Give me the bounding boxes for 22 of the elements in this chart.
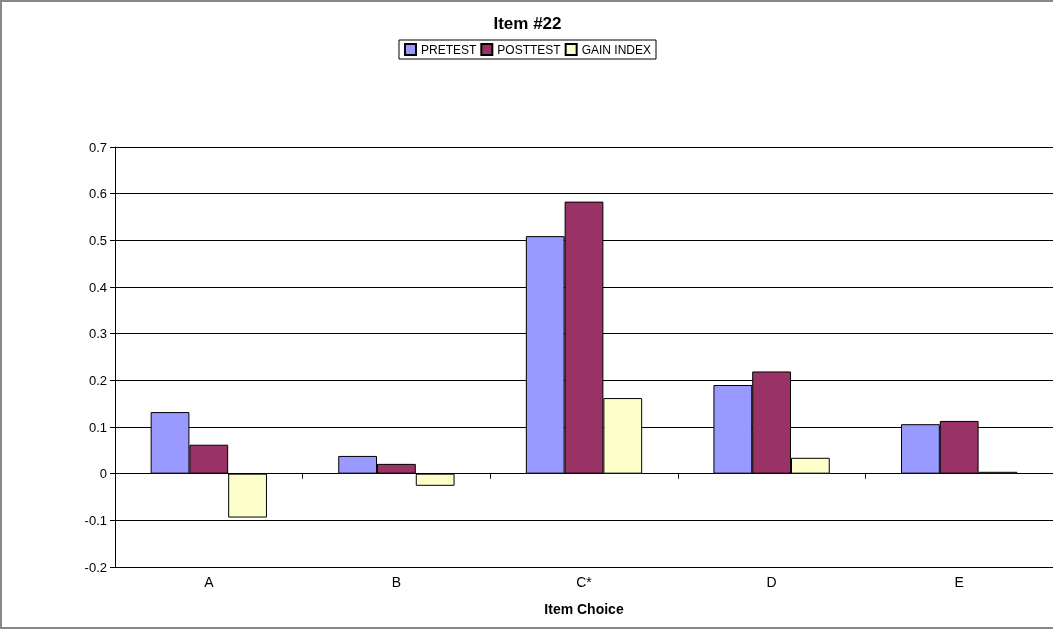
x-tick-label: C* — [576, 574, 593, 590]
legend-label: GAIN INDEX — [581, 42, 652, 57]
bar — [415, 473, 455, 486]
y-tick-label: 0 — [99, 466, 107, 482]
y-tick-label: 0.6 — [88, 186, 107, 202]
legend-label: PRETEST — [420, 42, 477, 57]
bar — [228, 473, 267, 518]
y-tick-label: -0.1 — [84, 512, 107, 528]
x-tick-label: B — [391, 574, 402, 590]
chart-title: Item #22 — [493, 14, 562, 33]
x-tick-label: A — [204, 574, 215, 590]
y-tick-label: 0.7 — [88, 139, 107, 155]
y-tick-label: 0.4 — [88, 279, 107, 295]
y-tick-label: 0.5 — [88, 232, 107, 248]
legend-label: POSTTEST — [497, 42, 562, 57]
x-axis-title: Item Choice — [544, 601, 624, 617]
y-tick-label: -0.2 — [84, 559, 107, 575]
x-tick-label: E — [954, 574, 964, 590]
y-tick-label: 0.3 — [88, 326, 107, 342]
y-tick-label: 0.2 — [88, 372, 107, 388]
x-tick-label: D — [766, 574, 777, 590]
y-tick-label: 0.1 — [88, 419, 107, 435]
